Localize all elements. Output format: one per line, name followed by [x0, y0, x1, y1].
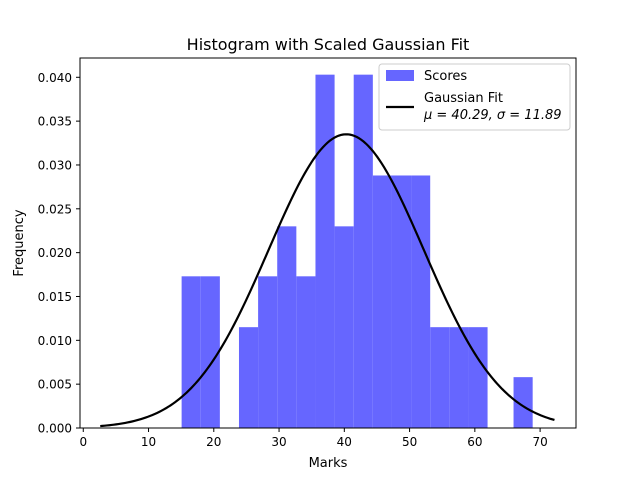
y-tick-label: 0.035: [38, 115, 72, 129]
legend-box: [378, 63, 571, 131]
histogram-bar-3: [258, 276, 278, 428]
plot-area: [79, 57, 577, 429]
x-tick-label: 0: [79, 435, 87, 449]
y-tick-label: 0.005: [38, 378, 72, 392]
x-axis: 0 10 20 30 40 50 60 70: [79, 428, 548, 449]
histogram-bar-14: [468, 327, 488, 428]
x-tick-label: 50: [402, 435, 417, 449]
y-tick-label: 0.030: [38, 158, 72, 172]
y-tick-label: 0.025: [38, 202, 72, 216]
y-tick-label: 0.020: [38, 246, 72, 260]
gaussian-fit-curve: [100, 133, 555, 428]
histogram-bar-5: [296, 276, 316, 428]
histogram-bar-4: [277, 226, 297, 428]
plot-frame: [79, 57, 577, 429]
x-tick-label: 60: [467, 435, 482, 449]
y-axis-label: Frequency: [12, 209, 27, 276]
x-axis-label: Marks: [309, 456, 348, 471]
y-tick-label: 0.015: [38, 290, 72, 304]
legend-fit-params: μ = 40.29, σ = 11.89: [423, 108, 562, 123]
chart-title: Histogram with Scaled Gaussian Fit: [187, 35, 470, 54]
histogram-bar-12: [430, 327, 450, 428]
histogram-bar-11: [411, 175, 431, 428]
x-tick-label: 70: [532, 435, 547, 449]
x-tick-label: 10: [141, 435, 156, 449]
histogram-bar-2: [238, 327, 259, 428]
legend-scores-swatch: [386, 70, 414, 81]
histogram-bar-6: [315, 74, 335, 429]
histogram-bar-7: [334, 226, 354, 428]
y-axis: 0.000 0.005 0.010 0.015 0.020 0.025 0.030 0.035…: [38, 71, 80, 436]
legend-scores-label: Scores: [424, 69, 467, 84]
y-tick-label: 0.040: [38, 71, 72, 85]
y-tick-label: 0.010: [38, 334, 72, 348]
histogram-bar-0: [181, 276, 201, 428]
y-tick-label: 0.000: [38, 422, 72, 436]
legend: Scores Gaussian Fit μ = 40.29, σ = 11.89: [378, 63, 571, 131]
histogram-bar-1: [200, 276, 220, 428]
histogram-bar-8: [353, 74, 373, 429]
histogram-bar-13: [449, 327, 469, 428]
histogram-bars: [181, 74, 533, 429]
x-tick-label: 40: [337, 435, 352, 449]
histogram-bar-10: [391, 175, 412, 428]
legend-fit-label: Gaussian Fit: [424, 91, 503, 106]
histogram-bar-9: [372, 175, 392, 428]
x-tick-label: 20: [206, 435, 221, 449]
histogram-bar-15: [513, 377, 533, 428]
x-tick-label: 30: [271, 435, 286, 449]
